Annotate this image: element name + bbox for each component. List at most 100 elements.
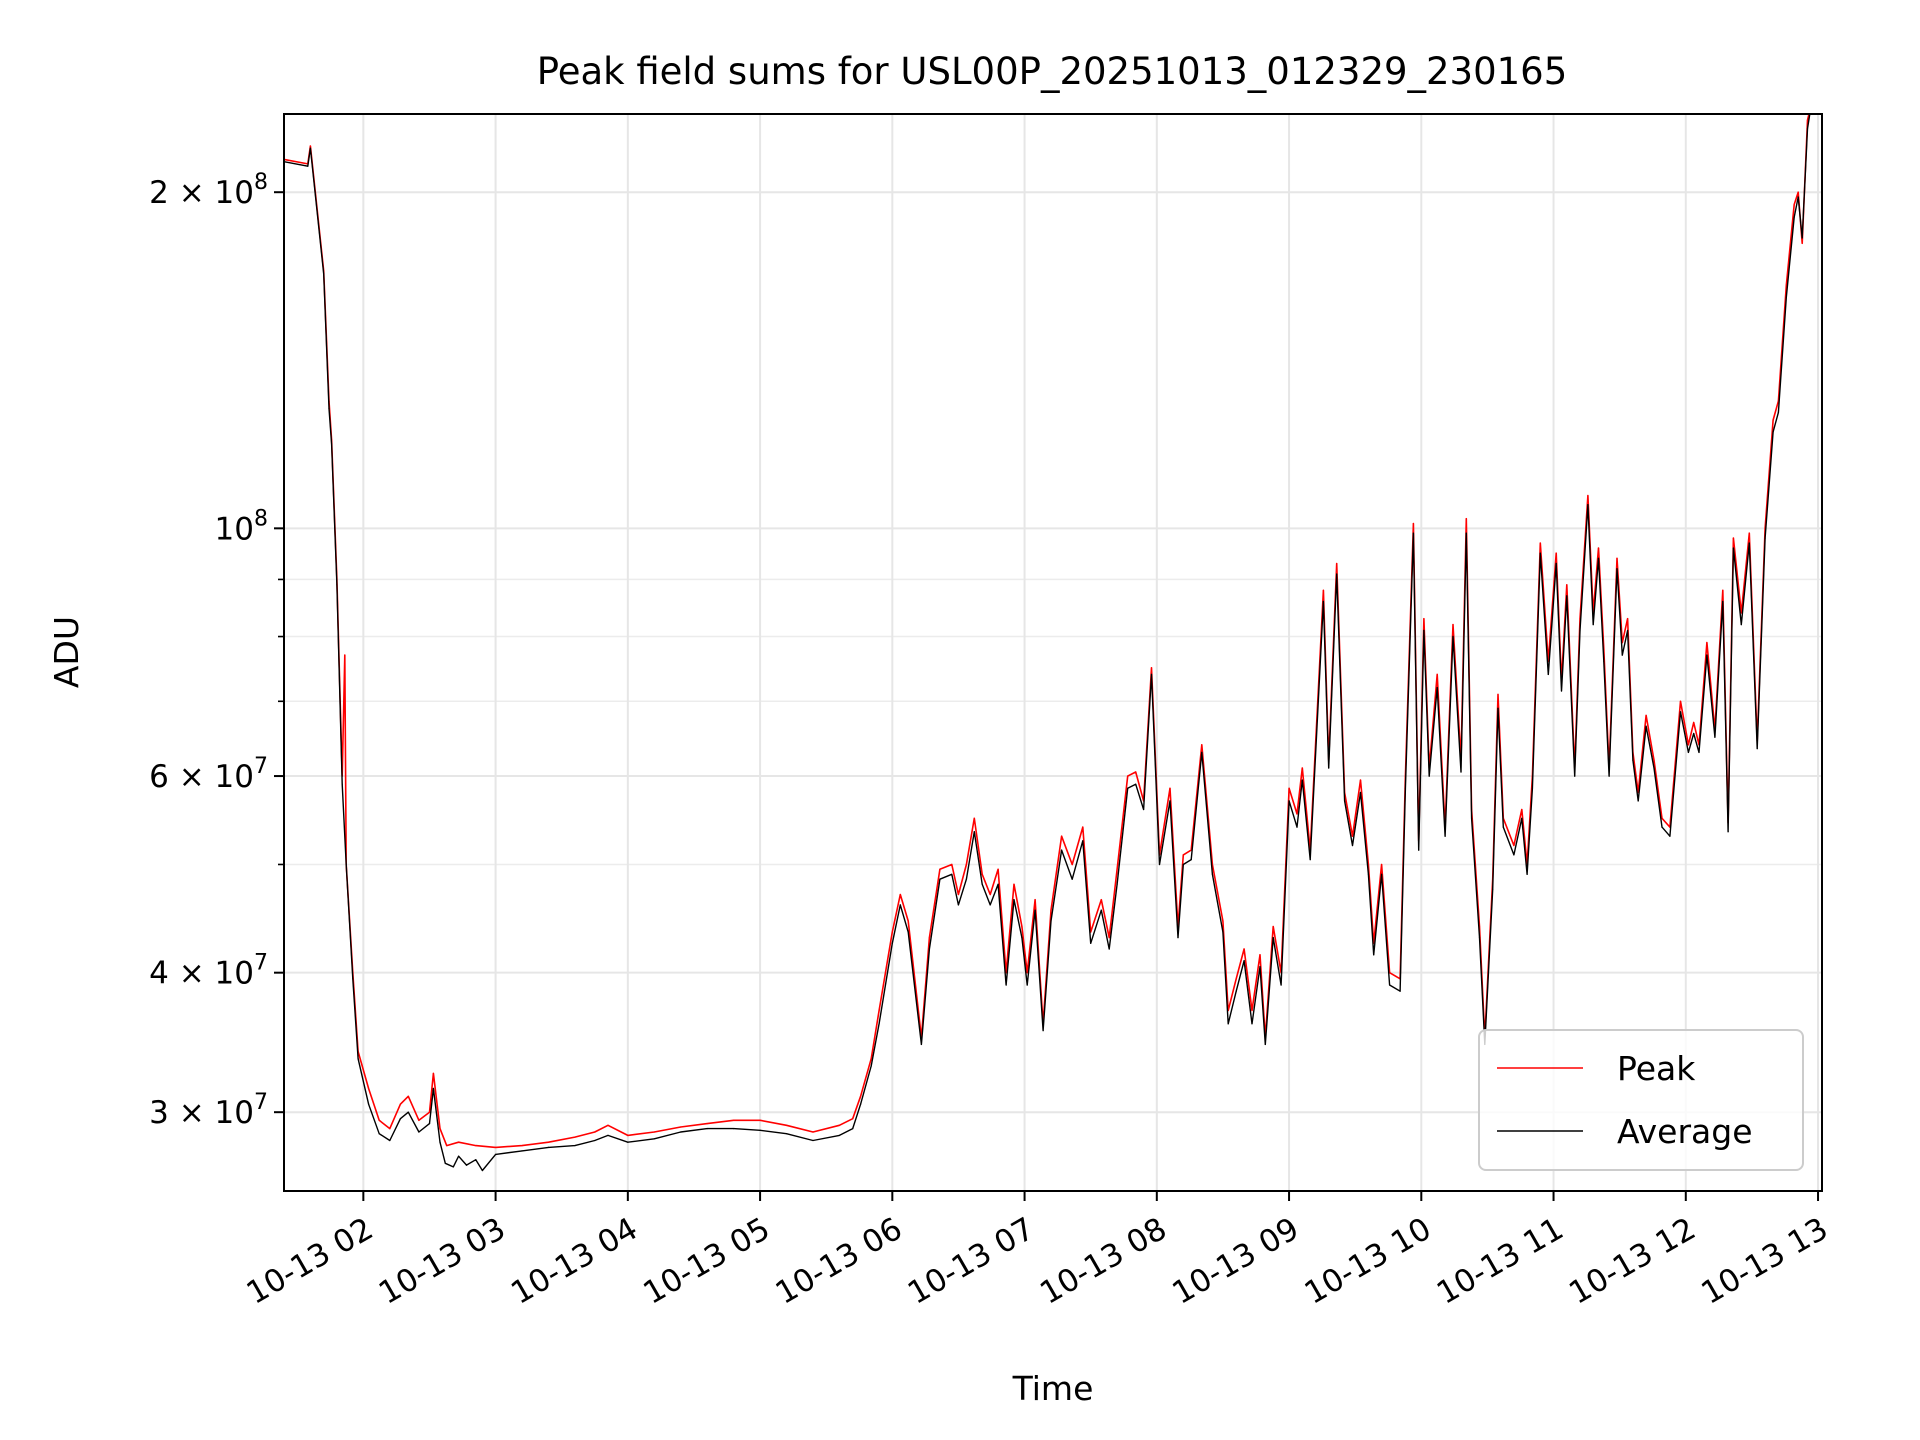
data-point-average xyxy=(1301,779,1303,781)
data-point-average xyxy=(1603,660,1605,663)
data-point-peak xyxy=(1539,542,1541,544)
data-point-peak xyxy=(1806,119,1809,121)
data-point-peak xyxy=(1616,557,1618,559)
data-point-peak xyxy=(1423,618,1425,620)
data-point-average xyxy=(1222,931,1224,933)
data-point-peak xyxy=(1627,618,1629,620)
data-point-average xyxy=(352,978,354,980)
data-point-peak xyxy=(860,1095,862,1097)
data-point-peak xyxy=(521,1145,523,1147)
data-point-peak xyxy=(997,868,999,870)
data-point-average xyxy=(1135,783,1137,785)
data-point-peak xyxy=(1521,808,1523,811)
data-point-peak xyxy=(399,1103,401,1105)
data-point-peak xyxy=(495,1146,497,1148)
data-point-peak xyxy=(1235,978,1237,980)
data-point-average xyxy=(1785,296,1787,298)
data-point-peak xyxy=(838,1124,841,1126)
series-layer xyxy=(284,114,1811,1172)
data-point-peak xyxy=(1412,522,1414,525)
data-point-average xyxy=(1587,504,1589,506)
data-point-average xyxy=(357,1058,359,1060)
data-point-peak xyxy=(1100,899,1102,901)
data-point-peak xyxy=(989,893,991,896)
data-point-peak xyxy=(939,868,941,870)
data-point-average xyxy=(1090,942,1092,944)
data-point-peak xyxy=(1182,854,1184,856)
data-point-peak xyxy=(309,145,311,147)
y-tick-label: 3 × 107 xyxy=(149,1090,268,1131)
data-point-average xyxy=(1428,775,1430,777)
data-point-peak xyxy=(759,1119,761,1121)
data-point-average xyxy=(1801,237,1803,239)
data-point-peak xyxy=(1693,721,1695,724)
data-point-average xyxy=(838,1134,841,1136)
data-point-average xyxy=(1264,1043,1266,1045)
grid xyxy=(284,114,1822,1191)
data-point-peak xyxy=(428,1111,431,1113)
data-point-average xyxy=(920,1043,923,1045)
data-point-average xyxy=(607,1134,609,1136)
data-point-average xyxy=(1143,808,1145,811)
data-point-average xyxy=(981,883,983,885)
data-point-average xyxy=(733,1128,735,1130)
data-point-average xyxy=(1531,787,1533,789)
data-point-average xyxy=(1539,552,1541,554)
data-point-average xyxy=(1061,849,1063,851)
data-point-peak xyxy=(1722,589,1724,591)
data-point-average xyxy=(1344,800,1346,802)
data-point-peak xyxy=(965,863,968,866)
data-point-average xyxy=(1235,990,1237,992)
data-point-average xyxy=(1423,629,1425,632)
data-point-peak xyxy=(1661,817,1663,819)
data-point-average xyxy=(1418,849,1420,851)
data-point-average xyxy=(378,1133,380,1135)
data-point-average xyxy=(812,1139,814,1142)
data-point-average xyxy=(627,1141,629,1143)
data-point-average xyxy=(1772,431,1774,433)
data-point-peak xyxy=(407,1095,409,1097)
data-point-average xyxy=(574,1145,576,1147)
data-point-peak xyxy=(475,1145,477,1147)
data-point-peak xyxy=(1436,673,1438,676)
data-point-peak xyxy=(1034,899,1036,901)
data-point-average xyxy=(1389,984,1391,986)
data-point-peak xyxy=(627,1134,629,1136)
data-point-peak xyxy=(432,1072,434,1074)
data-point-average xyxy=(965,878,968,880)
data-point-peak xyxy=(870,1058,872,1060)
data-point-average xyxy=(1560,690,1563,692)
data-point-average xyxy=(1296,826,1298,828)
data-point-peak xyxy=(446,1145,448,1147)
data-point-average xyxy=(785,1133,788,1135)
data-point-peak xyxy=(680,1126,682,1128)
data-point-average xyxy=(1687,751,1689,754)
data-point-average xyxy=(1359,791,1362,794)
data-point-average xyxy=(1013,899,1015,901)
data-point-average xyxy=(1190,859,1192,861)
data-point-average xyxy=(1399,990,1401,992)
data-point-peak xyxy=(1288,787,1290,789)
data-point-average xyxy=(1367,873,1369,875)
data-point-average xyxy=(1108,948,1110,950)
data-point-average xyxy=(1722,600,1724,603)
y-tick-label: 4 × 107 xyxy=(149,951,268,992)
y-tick-label: 108 xyxy=(215,506,268,547)
data-point-peak xyxy=(547,1141,550,1143)
data-point-average xyxy=(1436,687,1438,689)
data-point-average xyxy=(439,1141,441,1143)
data-point-peak xyxy=(1296,813,1298,815)
data-point-peak xyxy=(1679,700,1682,702)
data-point-average xyxy=(328,408,330,410)
data-point-average xyxy=(759,1129,761,1131)
data-point-average xyxy=(957,904,960,906)
data-point-peak xyxy=(1587,494,1589,497)
data-point-average xyxy=(1272,937,1274,939)
data-point-peak xyxy=(928,937,931,939)
data-point-peak xyxy=(607,1124,609,1126)
y-tick-label: 2 × 108 xyxy=(149,170,268,211)
data-point-average xyxy=(331,443,333,445)
y-tick-label: 6 × 107 xyxy=(149,754,268,795)
data-point-average xyxy=(428,1123,431,1125)
